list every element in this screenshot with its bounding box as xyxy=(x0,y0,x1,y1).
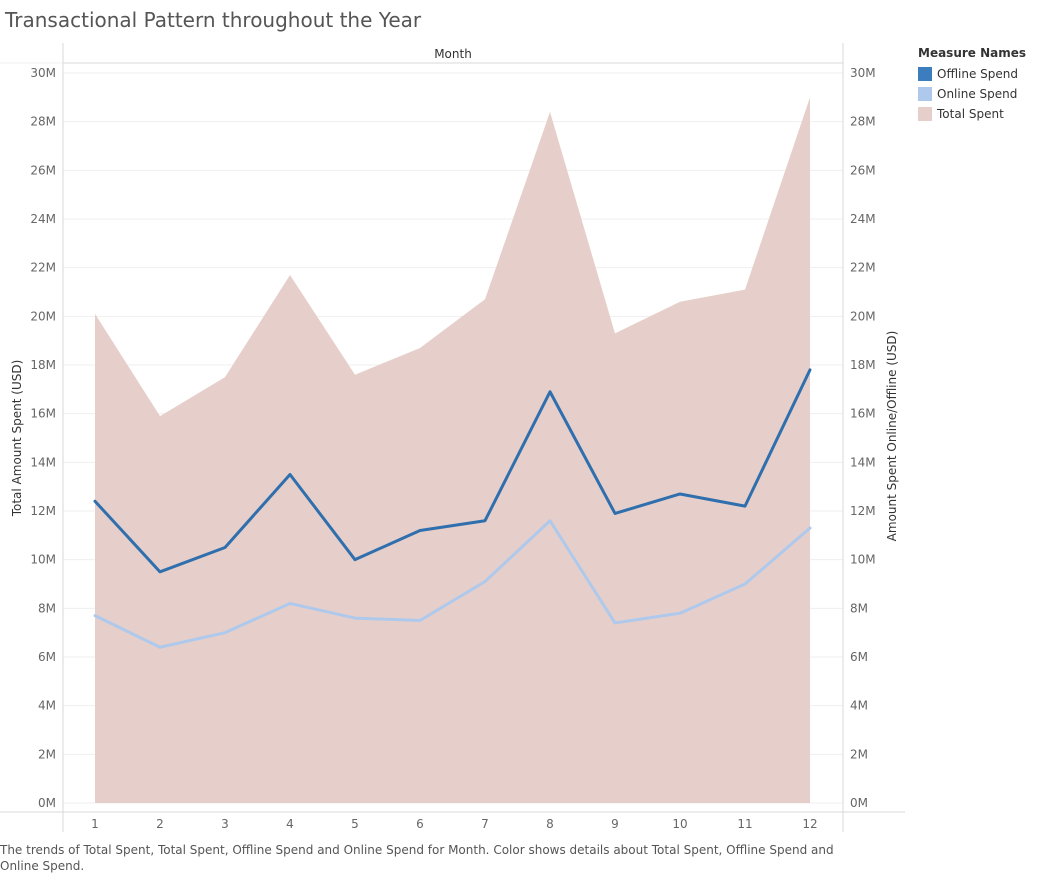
y-tick-left-8: 16M xyxy=(30,407,56,421)
y-tick-right-11: 22M xyxy=(850,261,876,275)
y-tick-left-14: 28M xyxy=(30,115,56,129)
y-tick-left-7: 14M xyxy=(30,455,56,469)
y-tick-right-1: 2M xyxy=(850,747,868,761)
area-total-spent xyxy=(95,97,810,804)
y-tick-right-5: 10M xyxy=(850,553,876,567)
y-tick-left-2: 4M xyxy=(38,699,56,713)
x-tick-4: 4 xyxy=(286,817,294,831)
legend-item-online-spend[interactable]: Online Spend xyxy=(918,84,1026,104)
y-tick-right-10: 20M xyxy=(850,309,876,323)
y-tick-left-3: 6M xyxy=(38,650,56,664)
y-tick-right-4: 8M xyxy=(850,601,868,615)
y-tick-right-3: 6M xyxy=(850,650,868,664)
y-tick-left-13: 26M xyxy=(30,163,56,177)
y-tick-right-0: 0M xyxy=(850,796,868,810)
x-tick-1: 1 xyxy=(91,817,99,831)
y-tick-right-7: 14M xyxy=(850,455,876,469)
y-tick-left-6: 12M xyxy=(30,504,56,518)
legend-item-total-spent[interactable]: Total Spent xyxy=(918,104,1026,124)
chart-caption: The trends of Total Spent, Total Spent, … xyxy=(0,843,834,873)
y-tick-right-9: 18M xyxy=(850,358,876,372)
y-tick-right-14: 28M xyxy=(850,115,876,129)
legend-label-online: Online Spend xyxy=(937,87,1018,101)
line-online-spend xyxy=(93,519,812,649)
legend-swatch-online xyxy=(918,87,932,101)
y-tick-left-4: 8M xyxy=(38,601,56,615)
legend-swatch-total xyxy=(918,107,932,121)
y-tick-left-15: 30M xyxy=(30,66,56,80)
x-tick-11: 11 xyxy=(737,817,752,831)
x-tick-3: 3 xyxy=(221,817,229,831)
y-tick-left-12: 24M xyxy=(30,212,56,226)
legend-label-offline: Offline Spend xyxy=(937,67,1019,81)
y-tick-right-8: 16M xyxy=(850,407,876,421)
y-axis-title-right: Amount Spent Online/Offline (USD) xyxy=(885,331,899,542)
x-axis-title: Month xyxy=(434,47,472,61)
y-tick-left-0: 0M xyxy=(38,796,56,810)
y-tick-right-15: 30M xyxy=(850,66,876,80)
y-tick-right-12: 24M xyxy=(850,212,876,226)
x-tick-5: 5 xyxy=(351,817,359,831)
y-tick-left-10: 20M xyxy=(30,309,56,323)
x-tick-8: 8 xyxy=(546,817,554,831)
line-offline-spend xyxy=(93,368,812,574)
x-tick-10: 10 xyxy=(672,817,687,831)
y-tick-left-9: 18M xyxy=(30,358,56,372)
y-tick-right-6: 12M xyxy=(850,504,876,518)
legend-item-offline-spend[interactable]: Offline Spend xyxy=(918,64,1026,84)
y-tick-left-1: 2M xyxy=(38,747,56,761)
x-tick-7: 7 xyxy=(481,817,489,831)
y-tick-left-11: 22M xyxy=(30,261,56,275)
x-tick-6: 6 xyxy=(416,817,424,831)
legend: Measure Names Offline Spend Online Spend… xyxy=(918,46,1026,124)
legend-title: Measure Names xyxy=(918,46,1027,60)
legend-swatch-offline xyxy=(918,67,932,81)
y-tick-left-5: 10M xyxy=(30,553,56,567)
y-axis-title-left: Total Amount Spent (USD) xyxy=(10,360,24,518)
y-tick-right-2: 4M xyxy=(850,699,868,713)
legend-label-total: Total Spent xyxy=(937,107,1004,121)
x-tick-12: 12 xyxy=(802,817,817,831)
x-tick-2: 2 xyxy=(156,817,164,831)
x-tick-9: 9 xyxy=(611,817,619,831)
chart-title: Transactional Pattern throughout the Yea… xyxy=(5,8,422,32)
y-tick-right-13: 26M xyxy=(850,163,876,177)
